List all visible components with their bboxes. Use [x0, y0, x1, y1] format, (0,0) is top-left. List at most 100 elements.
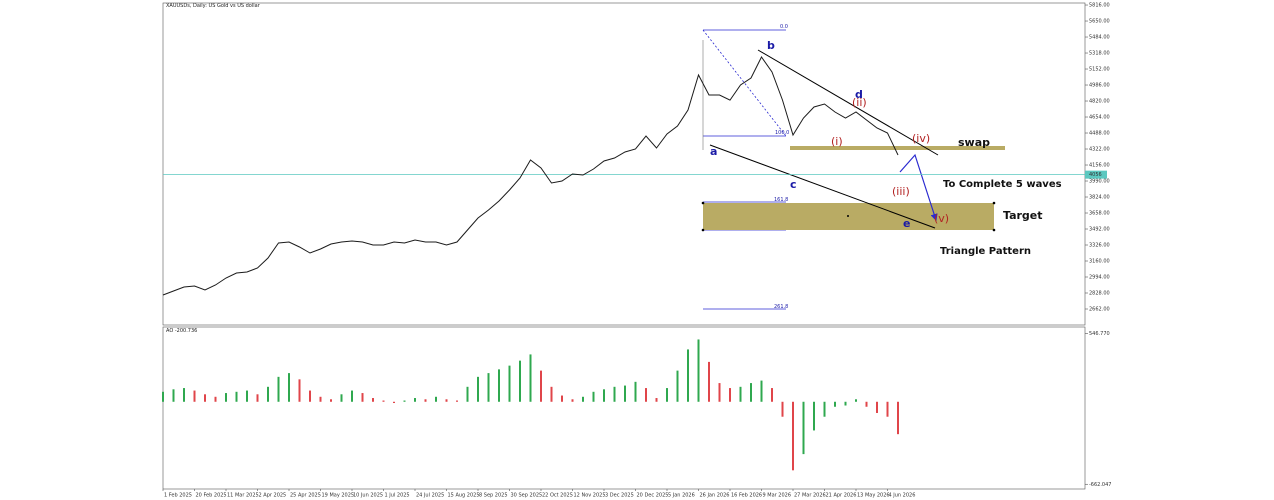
annotation: b	[767, 39, 775, 52]
ao-bar	[445, 399, 448, 402]
ao-bar	[193, 390, 196, 402]
x-tick-label: 16 Feb 2026	[731, 493, 762, 499]
ao-bar	[267, 386, 269, 402]
chart-title: XAUUSDs, Daily: US Gold vs US dollar	[166, 3, 261, 9]
handle	[992, 228, 996, 232]
x-tick-label: 27 Mar 2026	[794, 493, 826, 499]
ao-bar	[340, 394, 343, 402]
ao-bar	[592, 391, 595, 402]
ao-bar	[886, 401, 889, 417]
ao-bar	[246, 390, 248, 402]
annotation: (i)	[831, 135, 843, 148]
x-tick-label: 4 Jun 2026	[889, 493, 916, 499]
annotation: Triangle Pattern	[940, 246, 1031, 257]
ao-bar	[351, 390, 353, 402]
y-tick-label: 3658.00	[1089, 211, 1110, 217]
x-tick-label: 1 Jul 2025	[385, 493, 410, 499]
annotation: d	[855, 88, 863, 101]
annotation: Target	[1003, 209, 1043, 222]
y-tick-label: 5318.00	[1089, 51, 1110, 57]
x-tick-label: 15 Aug 2025	[448, 493, 480, 499]
ao-bar	[624, 385, 626, 402]
current-price-label: 4056	[1089, 172, 1102, 178]
annotation: (ii)	[852, 96, 867, 109]
y-tick-label: 5650.00	[1089, 19, 1110, 25]
y-tick-label: 4322.00	[1089, 147, 1110, 153]
ao-bar	[550, 386, 553, 402]
handle	[847, 215, 849, 217]
swap-zone	[790, 146, 1005, 150]
ao-bar	[435, 396, 437, 402]
x-tick-label: 13 May 2026	[857, 493, 890, 499]
y-tick-label: 5152.00	[1089, 67, 1110, 73]
y-tick-label: -662.047	[1089, 482, 1111, 488]
ao-bar	[288, 373, 290, 402]
ao-bar	[330, 399, 332, 402]
ao-panel	[162, 326, 1086, 490]
ao-bar	[519, 360, 521, 402]
x-tick-label: 12 Nov 2025	[574, 493, 606, 499]
y-tick-label: 2994.00	[1089, 275, 1110, 281]
annotation: 161.8	[774, 197, 788, 203]
ao-bar	[676, 370, 679, 402]
price-line	[162, 56, 899, 296]
annotation: (v)	[934, 212, 949, 225]
ao-bar	[823, 401, 826, 417]
ao-bar	[361, 393, 364, 402]
ao-bar	[844, 401, 847, 406]
ao-bar	[666, 388, 668, 402]
target-handles	[701, 201, 996, 232]
ao-bar	[183, 388, 185, 402]
annotation: To Complete 5 waves	[943, 179, 1062, 190]
annotation: 0.0	[780, 24, 788, 30]
ao-bar	[393, 401, 395, 404]
x-tick-label: 20 Dec 2025	[637, 493, 669, 499]
ao-bar	[498, 369, 500, 402]
x-tick-label: 10 Jun 2025	[353, 493, 383, 499]
y-tick-label: 3492.00	[1089, 227, 1110, 233]
ao-bar	[697, 339, 700, 402]
ao-bar	[456, 400, 458, 402]
x-tick-label: 19 May 2025	[322, 493, 355, 499]
ao-bar	[235, 391, 238, 402]
projection-path	[899, 153, 938, 222]
y-tick-label: 3160.00	[1089, 259, 1110, 265]
y-tick-label: 4986.00	[1089, 83, 1110, 89]
ao-bar	[487, 373, 490, 402]
current-price-box	[1085, 170, 1107, 179]
ao-bar	[256, 394, 259, 402]
y-tick-label: 4654.00	[1089, 115, 1110, 121]
ao-bar	[277, 376, 280, 402]
x-tick-label: 22 Oct 2025	[542, 493, 573, 499]
ao-bar	[319, 396, 322, 402]
ao-bar	[466, 386, 469, 402]
y-tick-label: 3824.00	[1089, 195, 1110, 201]
x-tick-label: 20 Feb 2025	[196, 493, 227, 499]
x-tick-label: 8 Sep 2025	[479, 493, 508, 499]
annotation: 100.0	[775, 130, 789, 136]
ao-bar	[477, 376, 479, 402]
handle	[992, 201, 996, 205]
ao-bar	[214, 396, 217, 402]
ao-bar	[424, 399, 427, 402]
y-tick-label: 2828.00	[1089, 291, 1110, 297]
ao-bar	[529, 354, 532, 402]
ao-bar	[582, 396, 584, 402]
ao-bar	[708, 361, 710, 402]
x-tick-label: 1 Feb 2025	[164, 493, 192, 499]
ao-bar	[414, 398, 416, 402]
ao-bar	[655, 398, 658, 402]
ao-bar	[760, 380, 763, 402]
y-tick-label: 3990.00	[1089, 179, 1110, 185]
ao-bar	[813, 401, 815, 431]
ao-bar	[508, 365, 511, 402]
ao-bar	[739, 386, 742, 402]
ao-bar	[162, 391, 164, 402]
x-tick-label: 30 Sep 2025	[511, 493, 543, 499]
y-tick-label: 546.770	[1089, 331, 1110, 337]
ao-bar	[718, 383, 721, 402]
x-tick-label: 25 Apr 2025	[290, 493, 321, 499]
y-tick-label: 2662.00	[1089, 307, 1110, 313]
ao-bar	[792, 401, 794, 471]
